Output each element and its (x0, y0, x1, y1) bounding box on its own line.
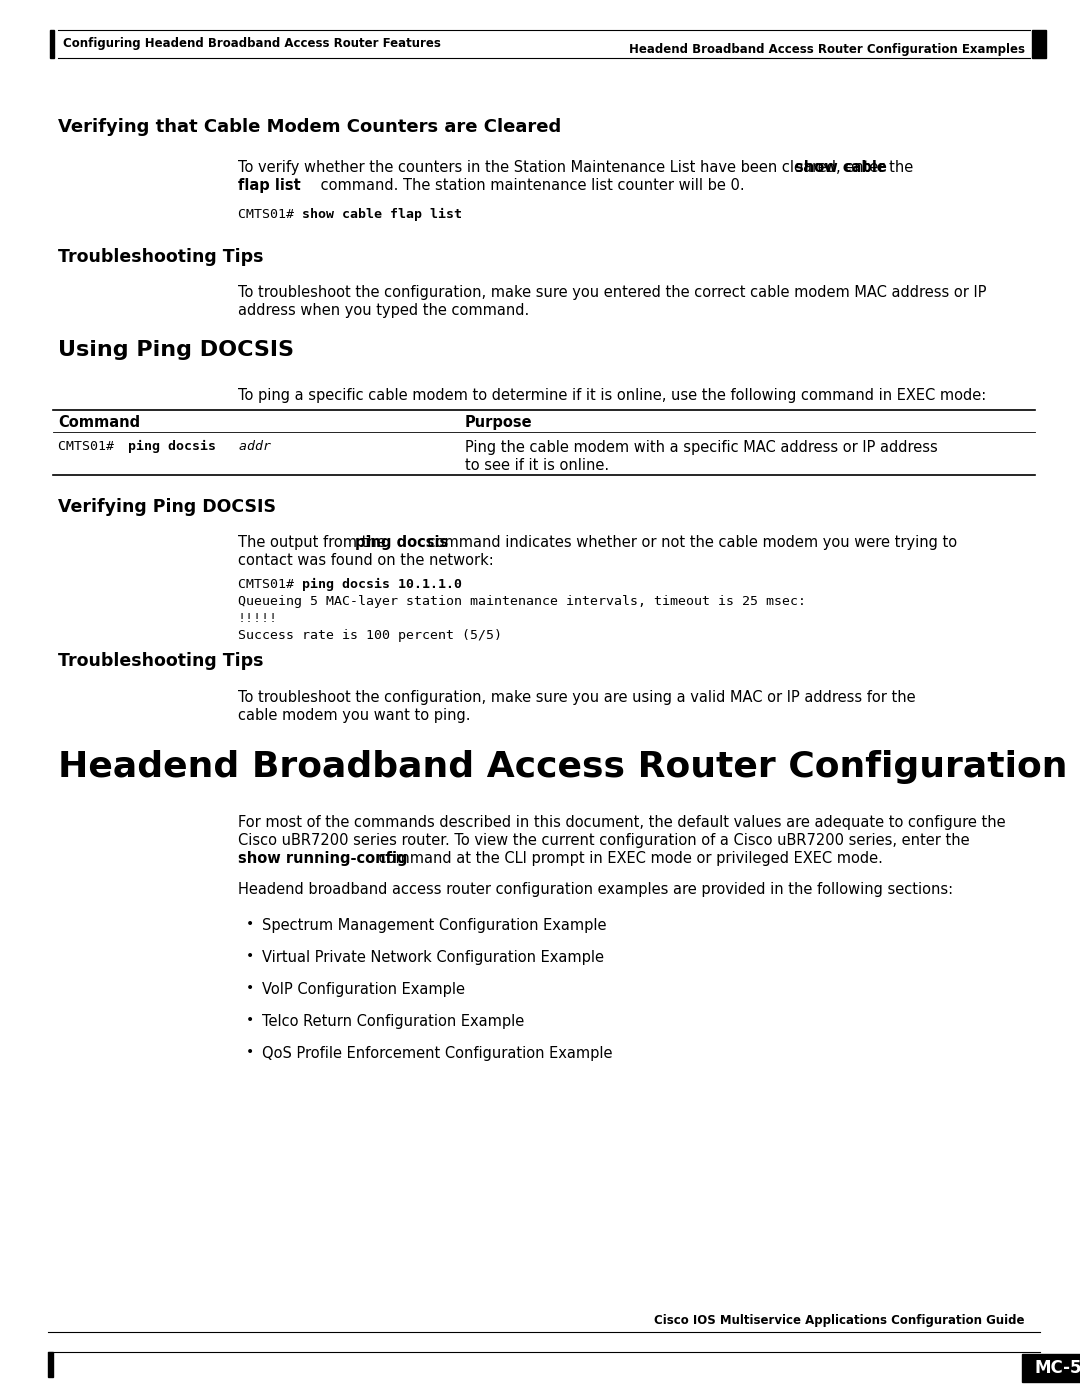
Text: MC-593: MC-593 (1035, 1359, 1080, 1377)
Text: Cisco IOS Multiservice Applications Configuration Guide: Cisco IOS Multiservice Applications Conf… (654, 1315, 1025, 1327)
Text: To ping a specific cable modem to determine if it is online, use the following c: To ping a specific cable modem to determ… (238, 388, 986, 402)
Text: To verify whether the counters in the Station Maintenance List have been cleared: To verify whether the counters in the St… (238, 161, 918, 175)
Text: •: • (246, 981, 254, 995)
Bar (1022, 1354, 1080, 1382)
Text: VoIP Configuration Example: VoIP Configuration Example (262, 982, 465, 997)
Text: flap list: flap list (238, 177, 300, 193)
Text: contact was found on the network:: contact was found on the network: (238, 553, 494, 569)
Text: Virtual Private Network Configuration Example: Virtual Private Network Configuration Ex… (262, 950, 604, 965)
Bar (48, 1352, 53, 1377)
Text: Troubleshooting Tips: Troubleshooting Tips (58, 652, 264, 671)
Text: Configuring Headend Broadband Access Router Features: Configuring Headend Broadband Access Rou… (63, 36, 441, 49)
Text: Headend Broadband Access Router Configuration Examples: Headend Broadband Access Router Configur… (629, 43, 1025, 56)
Text: •: • (246, 916, 254, 930)
Text: show running-config: show running-config (238, 851, 407, 866)
Text: For most of the commands described in this document, the default values are adeq: For most of the commands described in th… (238, 814, 1005, 830)
Bar (50, 29, 54, 59)
Text: show cable: show cable (795, 161, 887, 175)
Text: ping docsis: ping docsis (129, 440, 216, 453)
Text: •: • (246, 1045, 254, 1059)
Text: command indicates whether or not the cable modem you were trying to: command indicates whether or not the cab… (423, 535, 957, 550)
Text: cable modem you want to ping.: cable modem you want to ping. (238, 708, 471, 724)
Text: To troubleshoot the configuration, make sure you are using a valid MAC or IP add: To troubleshoot the configuration, make … (238, 690, 916, 705)
Text: ping docsis: ping docsis (355, 535, 448, 550)
Text: Cisco uBR7200 series router. To view the current configuration of a Cisco uBR720: Cisco uBR7200 series router. To view the… (238, 833, 970, 848)
Text: !!!!!: !!!!! (238, 612, 278, 624)
Text: ping docsis 10.1.1.0: ping docsis 10.1.1.0 (302, 578, 462, 591)
Text: Queueing 5 MAC-layer station maintenance intervals, timeout is 25 msec:: Queueing 5 MAC-layer station maintenance… (238, 595, 806, 608)
Text: Command: Command (58, 415, 140, 430)
Text: Success rate is 100 percent (5/5): Success rate is 100 percent (5/5) (238, 629, 502, 643)
Text: Headend Broadband Access Router Configuration Examples: Headend Broadband Access Router Configur… (58, 750, 1080, 784)
Bar (1032, 29, 1047, 59)
Text: The output from the: The output from the (238, 535, 390, 550)
Text: command at the CLI prompt in EXEC mode or privileged EXEC mode.: command at the CLI prompt in EXEC mode o… (374, 851, 882, 866)
Text: Verifying Ping DOCSIS: Verifying Ping DOCSIS (58, 497, 276, 515)
Text: address when you typed the command.: address when you typed the command. (238, 303, 529, 319)
Text: CMTS01#: CMTS01# (238, 578, 302, 591)
Text: CMTS01#: CMTS01# (58, 440, 122, 453)
Text: Using Ping DOCSIS: Using Ping DOCSIS (58, 339, 294, 360)
Text: show cable flap list: show cable flap list (302, 208, 462, 221)
Text: CMTS01#: CMTS01# (238, 208, 302, 221)
Text: Telco Return Configuration Example: Telco Return Configuration Example (262, 1014, 524, 1030)
Text: Ping the cable modem with a specific MAC address or IP address: Ping the cable modem with a specific MAC… (465, 440, 937, 455)
Text: •: • (246, 1013, 254, 1027)
Text: Troubleshooting Tips: Troubleshooting Tips (58, 249, 264, 265)
Text: Verifying that Cable Modem Counters are Cleared: Verifying that Cable Modem Counters are … (58, 117, 562, 136)
Text: Spectrum Management Configuration Example: Spectrum Management Configuration Exampl… (262, 918, 607, 933)
Text: QoS Profile Enforcement Configuration Example: QoS Profile Enforcement Configuration Ex… (262, 1046, 612, 1060)
Text: addr: addr (231, 440, 271, 453)
Text: To troubleshoot the configuration, make sure you entered the correct cable modem: To troubleshoot the configuration, make … (238, 285, 986, 300)
Text: Purpose: Purpose (465, 415, 532, 430)
Text: command. The station maintenance list counter will be 0.: command. The station maintenance list co… (316, 177, 744, 193)
Text: •: • (246, 949, 254, 963)
Text: to see if it is online.: to see if it is online. (465, 458, 609, 474)
Text: Headend broadband access router configuration examples are provided in the follo: Headend broadband access router configur… (238, 882, 954, 897)
